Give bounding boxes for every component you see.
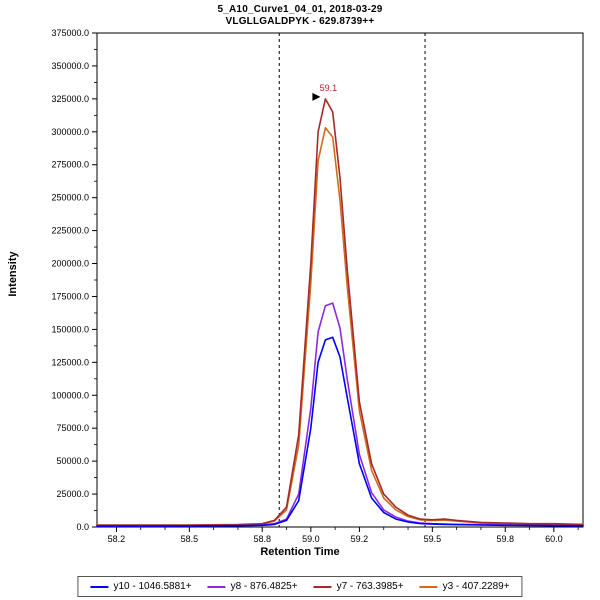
y-tick-label: 0.0 (76, 522, 89, 532)
legend-label-y7: y7 - 763.3985+ (336, 581, 404, 592)
series-y7[interactable] (96, 98, 584, 526)
y-tick-label: 250000.0 (51, 193, 89, 203)
y-tick-label: 350000.0 (51, 61, 89, 71)
x-tick-label: 58.2 (108, 534, 126, 544)
plot-border (96, 32, 584, 528)
y-tick-label: 275000.0 (51, 160, 89, 170)
x-tick-label: 59.2 (351, 534, 369, 544)
y-tick-label: 300000.0 (51, 127, 89, 137)
legend-swatch-y8 (207, 585, 226, 588)
y-tick-label: 150000.0 (51, 324, 89, 334)
x-tick-label: 59.5 (424, 534, 442, 544)
y-tick-label: 175000.0 (51, 291, 89, 301)
y-tick-label: 100000.0 (51, 390, 89, 400)
legend-item-y10: y10 - 1046.5881+ (90, 581, 192, 592)
y-tick-label: 125000.0 (51, 357, 89, 367)
legend-label-y3: y3 - 407.2289+ (442, 581, 510, 592)
legend-swatch-y7 (313, 585, 332, 588)
x-tick-label: 59.0 (302, 534, 320, 544)
x-tick-label: 58.5 (181, 534, 199, 544)
x-tick-label: 59.8 (496, 534, 514, 544)
legend: y10 - 1046.5881+ y8 - 876.4825+ y7 - 763.3… (77, 576, 523, 597)
y-tick-label: 200000.0 (51, 259, 89, 269)
y-tick-label: 325000.0 (51, 94, 89, 104)
x-axis-label: Retention Time (260, 546, 340, 558)
series-y10[interactable] (96, 336, 584, 527)
y-tick-label: 75000.0 (56, 423, 89, 433)
legend-item-y3: y3 - 407.2289+ (419, 581, 510, 592)
x-tick-label: 60.0 (545, 534, 563, 544)
series-y8[interactable] (96, 302, 584, 527)
peak-pointer-icon (312, 92, 321, 101)
chart-title-file: 5_A10_Curve1_04_01, 2018-03-29 (217, 4, 383, 15)
legend-item-y8: y8 - 876.4825+ (207, 581, 298, 592)
y-tick-label: 25000.0 (56, 489, 89, 499)
legend-swatch-y10 (90, 585, 109, 588)
legend-item-y7: y7 - 763.3985+ (313, 581, 404, 592)
chart-title-peptide: VLGLLGALDPYK - 629.8739++ (225, 16, 375, 27)
y-tick-label: 50000.0 (56, 456, 89, 466)
legend-swatch-y3 (419, 585, 438, 588)
legend-label-y8: y8 - 876.4825+ (230, 581, 298, 592)
y-tick-label: 225000.0 (51, 226, 89, 236)
x-tick-label: 58.8 (253, 534, 271, 544)
peak-rt-annotation[interactable]: 59.1 (320, 83, 338, 93)
y-tick-label: 375000.0 (51, 28, 89, 38)
legend-label-y10: y10 - 1046.5881+ (113, 581, 192, 592)
